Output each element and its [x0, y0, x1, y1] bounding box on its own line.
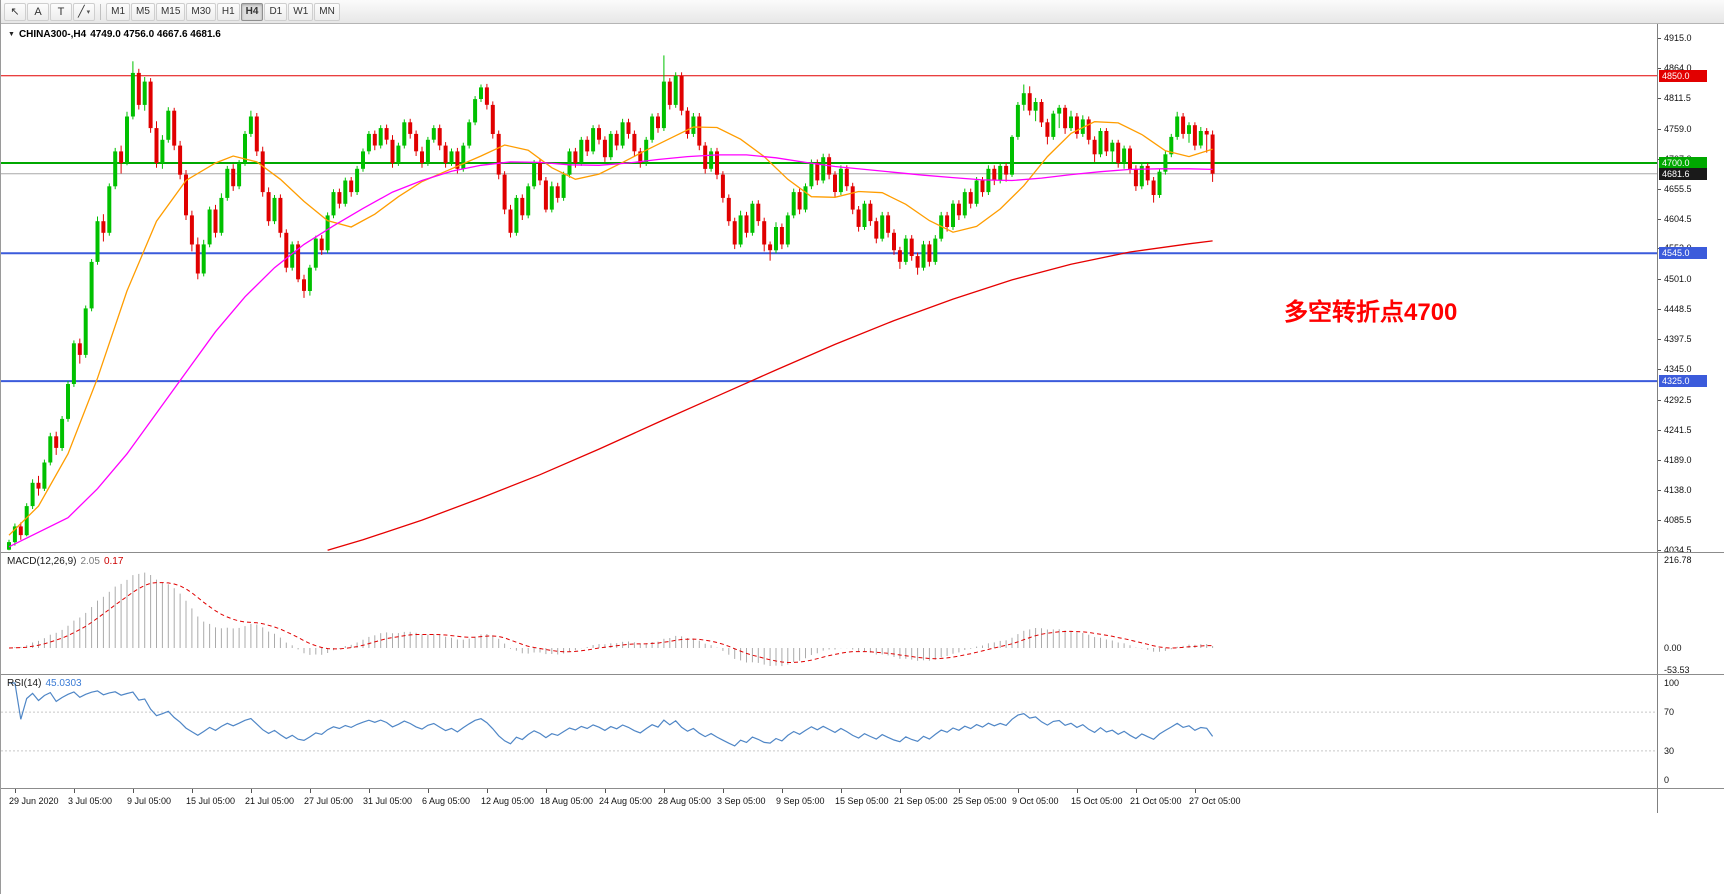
timeframe-m1-button[interactable]: M1: [106, 2, 131, 21]
tool-button-group: ↖ A T ╱ ▾: [4, 2, 96, 21]
symbol-label: CHINA300-,H4: [18, 29, 87, 40]
rsi-plot: [1, 682, 1657, 752]
macd-signal-value: 0.17: [103, 556, 124, 567]
time-axis-label: 15 Oct 05:00: [1071, 796, 1123, 806]
timeframe-d1-button[interactable]: D1: [264, 2, 288, 21]
text-label-tool-button[interactable]: A: [27, 2, 49, 21]
axis-label: 0.00: [1664, 643, 1682, 653]
macd-label: MACD(12,26,9) 2.05 0.17: [7, 556, 124, 567]
timeframe-h4-button[interactable]: H4: [240, 2, 264, 21]
ohlc-readout: 4749.0 4756.0 4667.6 4681.6: [90, 29, 221, 40]
axis-label: 0: [1664, 775, 1670, 785]
axis-label: 4501.0: [1664, 273, 1692, 284]
panel-divider[interactable]: [1, 788, 1724, 789]
axis-label: 4085.5: [1664, 515, 1692, 526]
collapse-chart-icon[interactable]: ▼: [8, 31, 15, 38]
axis-label: 216.78: [1664, 555, 1692, 565]
time-axis-label: 6 Aug 05:00: [422, 796, 471, 806]
macd-pane[interactable]: MACD(12,26,9) 2.05 0.17: [1, 553, 1657, 674]
time-axis-label: 15 Jul 05:00: [186, 796, 236, 806]
panel-divider[interactable]: [1, 552, 1724, 553]
time-axis-label: 12 Aug 05:00: [481, 796, 535, 806]
candlestick-plot: [1, 55, 1657, 551]
axis-label: 4189.0: [1664, 455, 1692, 466]
axis-label: 4864.0: [1664, 62, 1692, 73]
axis-label: 4604.5: [1664, 213, 1692, 224]
timeframe-m30-button[interactable]: M30: [186, 2, 216, 21]
rsi-value: 45.0303: [45, 678, 82, 689]
time-axis-label: 18 Aug 05:00: [540, 796, 594, 806]
time-axis-label: 15 Sep 05:00: [835, 796, 889, 806]
axis-label: 4241.5: [1664, 424, 1692, 435]
toolbar: ↖ A T ╱ ▾ M1 M5 M15 M30 H1 H4 D1 W1 MN: [1, 0, 1724, 24]
price-axis[interactable]: 4915.04864.04811.54759.04707.04655.54604…: [1657, 24, 1724, 813]
macd-main-value: 2.05: [80, 556, 100, 567]
time-axis-label: 21 Oct 05:00: [1130, 796, 1182, 806]
rsi-pane[interactable]: RSI(14) 45.0303: [1, 675, 1657, 788]
rsi-label: RSI(14) 45.0303: [7, 678, 82, 689]
price-tag: 4545.0: [1659, 247, 1707, 259]
annotation-text[interactable]: 多空转折点4700: [1284, 299, 1458, 326]
time-axis-label: 3 Sep 05:00: [717, 796, 766, 806]
time-axis-label: 3 Jul 05:00: [68, 796, 113, 806]
time-axis-label: 31 Jul 05:00: [363, 796, 413, 806]
axis-label: 4811.5: [1664, 93, 1691, 104]
timeframe-w1-button[interactable]: W1: [288, 2, 314, 21]
time-axis-label: 21 Jul 05:00: [245, 796, 295, 806]
axis-label: 4397.5: [1664, 333, 1692, 344]
time-axis-label: 9 Jul 05:00: [127, 796, 172, 806]
axis-label: 70: [1664, 707, 1675, 718]
time-axis-label: 25 Sep 05:00: [953, 796, 1007, 806]
line-draw-tool-button[interactable]: ╱ ▾: [73, 2, 96, 21]
time-axis-label: 9 Sep 05:00: [776, 796, 825, 806]
chevron-down-icon: ▾: [86, 8, 91, 16]
timeframe-mn-button[interactable]: MN: [314, 2, 340, 21]
axis-label: 4345.0: [1664, 364, 1692, 375]
time-axis-label: 28 Aug 05:00: [658, 796, 712, 806]
text-tool-button[interactable]: T: [50, 2, 72, 21]
axis-label: 30: [1664, 745, 1675, 756]
price-tag: 4850.0: [1659, 70, 1707, 82]
time-axis-label: 9 Oct 05:00: [1012, 796, 1059, 806]
axis-label: 4138.0: [1664, 484, 1692, 495]
timeframe-h1-button[interactable]: H1: [216, 2, 240, 21]
timeframe-m5-button[interactable]: M5: [131, 2, 155, 21]
axis-label: 4915.0: [1664, 33, 1692, 43]
price-chart-pane[interactable]: ▼ CHINA300-,H4 4749.0 4756.0 4667.6 4681…: [1, 24, 1657, 552]
macd-plot: [8, 572, 1214, 667]
axis-label: 4292.5: [1664, 394, 1692, 405]
price-tag: 4681.6: [1659, 168, 1707, 180]
panel-divider[interactable]: [1, 674, 1724, 675]
axis-label: 100: [1664, 678, 1680, 688]
price-tag: 4325.0: [1659, 375, 1707, 387]
time-axis-label: 27 Jul 05:00: [304, 796, 354, 806]
price-tag: 4700.0: [1659, 157, 1707, 169]
time-axis-label: 24 Aug 05:00: [599, 796, 653, 806]
axis-label: 4655.5: [1664, 183, 1692, 194]
axis-label: 4448.5: [1664, 304, 1692, 315]
axis-label: -53.53: [1664, 664, 1690, 675]
chart-window: ▼ CHINA300-,H4 4749.0 4756.0 4667.6 4681…: [1, 24, 1724, 894]
timeframe-m15-button[interactable]: M15: [155, 2, 186, 21]
time-axis[interactable]: 29 Jun 2020 3 Jul 05:00 9 Jul 05:00 15 Jul …: [1, 789, 1657, 813]
time-axis-label: 21 Sep 05:00: [894, 796, 948, 806]
axis-label: 4034.5: [1664, 545, 1692, 555]
time-axis-label: 27 Oct 05:00: [1189, 796, 1241, 806]
axis-label: 4759.0: [1664, 123, 1692, 134]
chart-title: ▼ CHINA300-,H4 4749.0 4756.0 4667.6 4681…: [8, 29, 221, 40]
timeframe-button-group: M1 M5 M15 M30 H1 H4 D1 W1 MN: [106, 2, 340, 21]
time-axis-label: 29 Jun 2020: [9, 796, 59, 806]
cursor-tool-button[interactable]: ↖: [4, 2, 26, 21]
toolbar-separator: [100, 3, 102, 20]
